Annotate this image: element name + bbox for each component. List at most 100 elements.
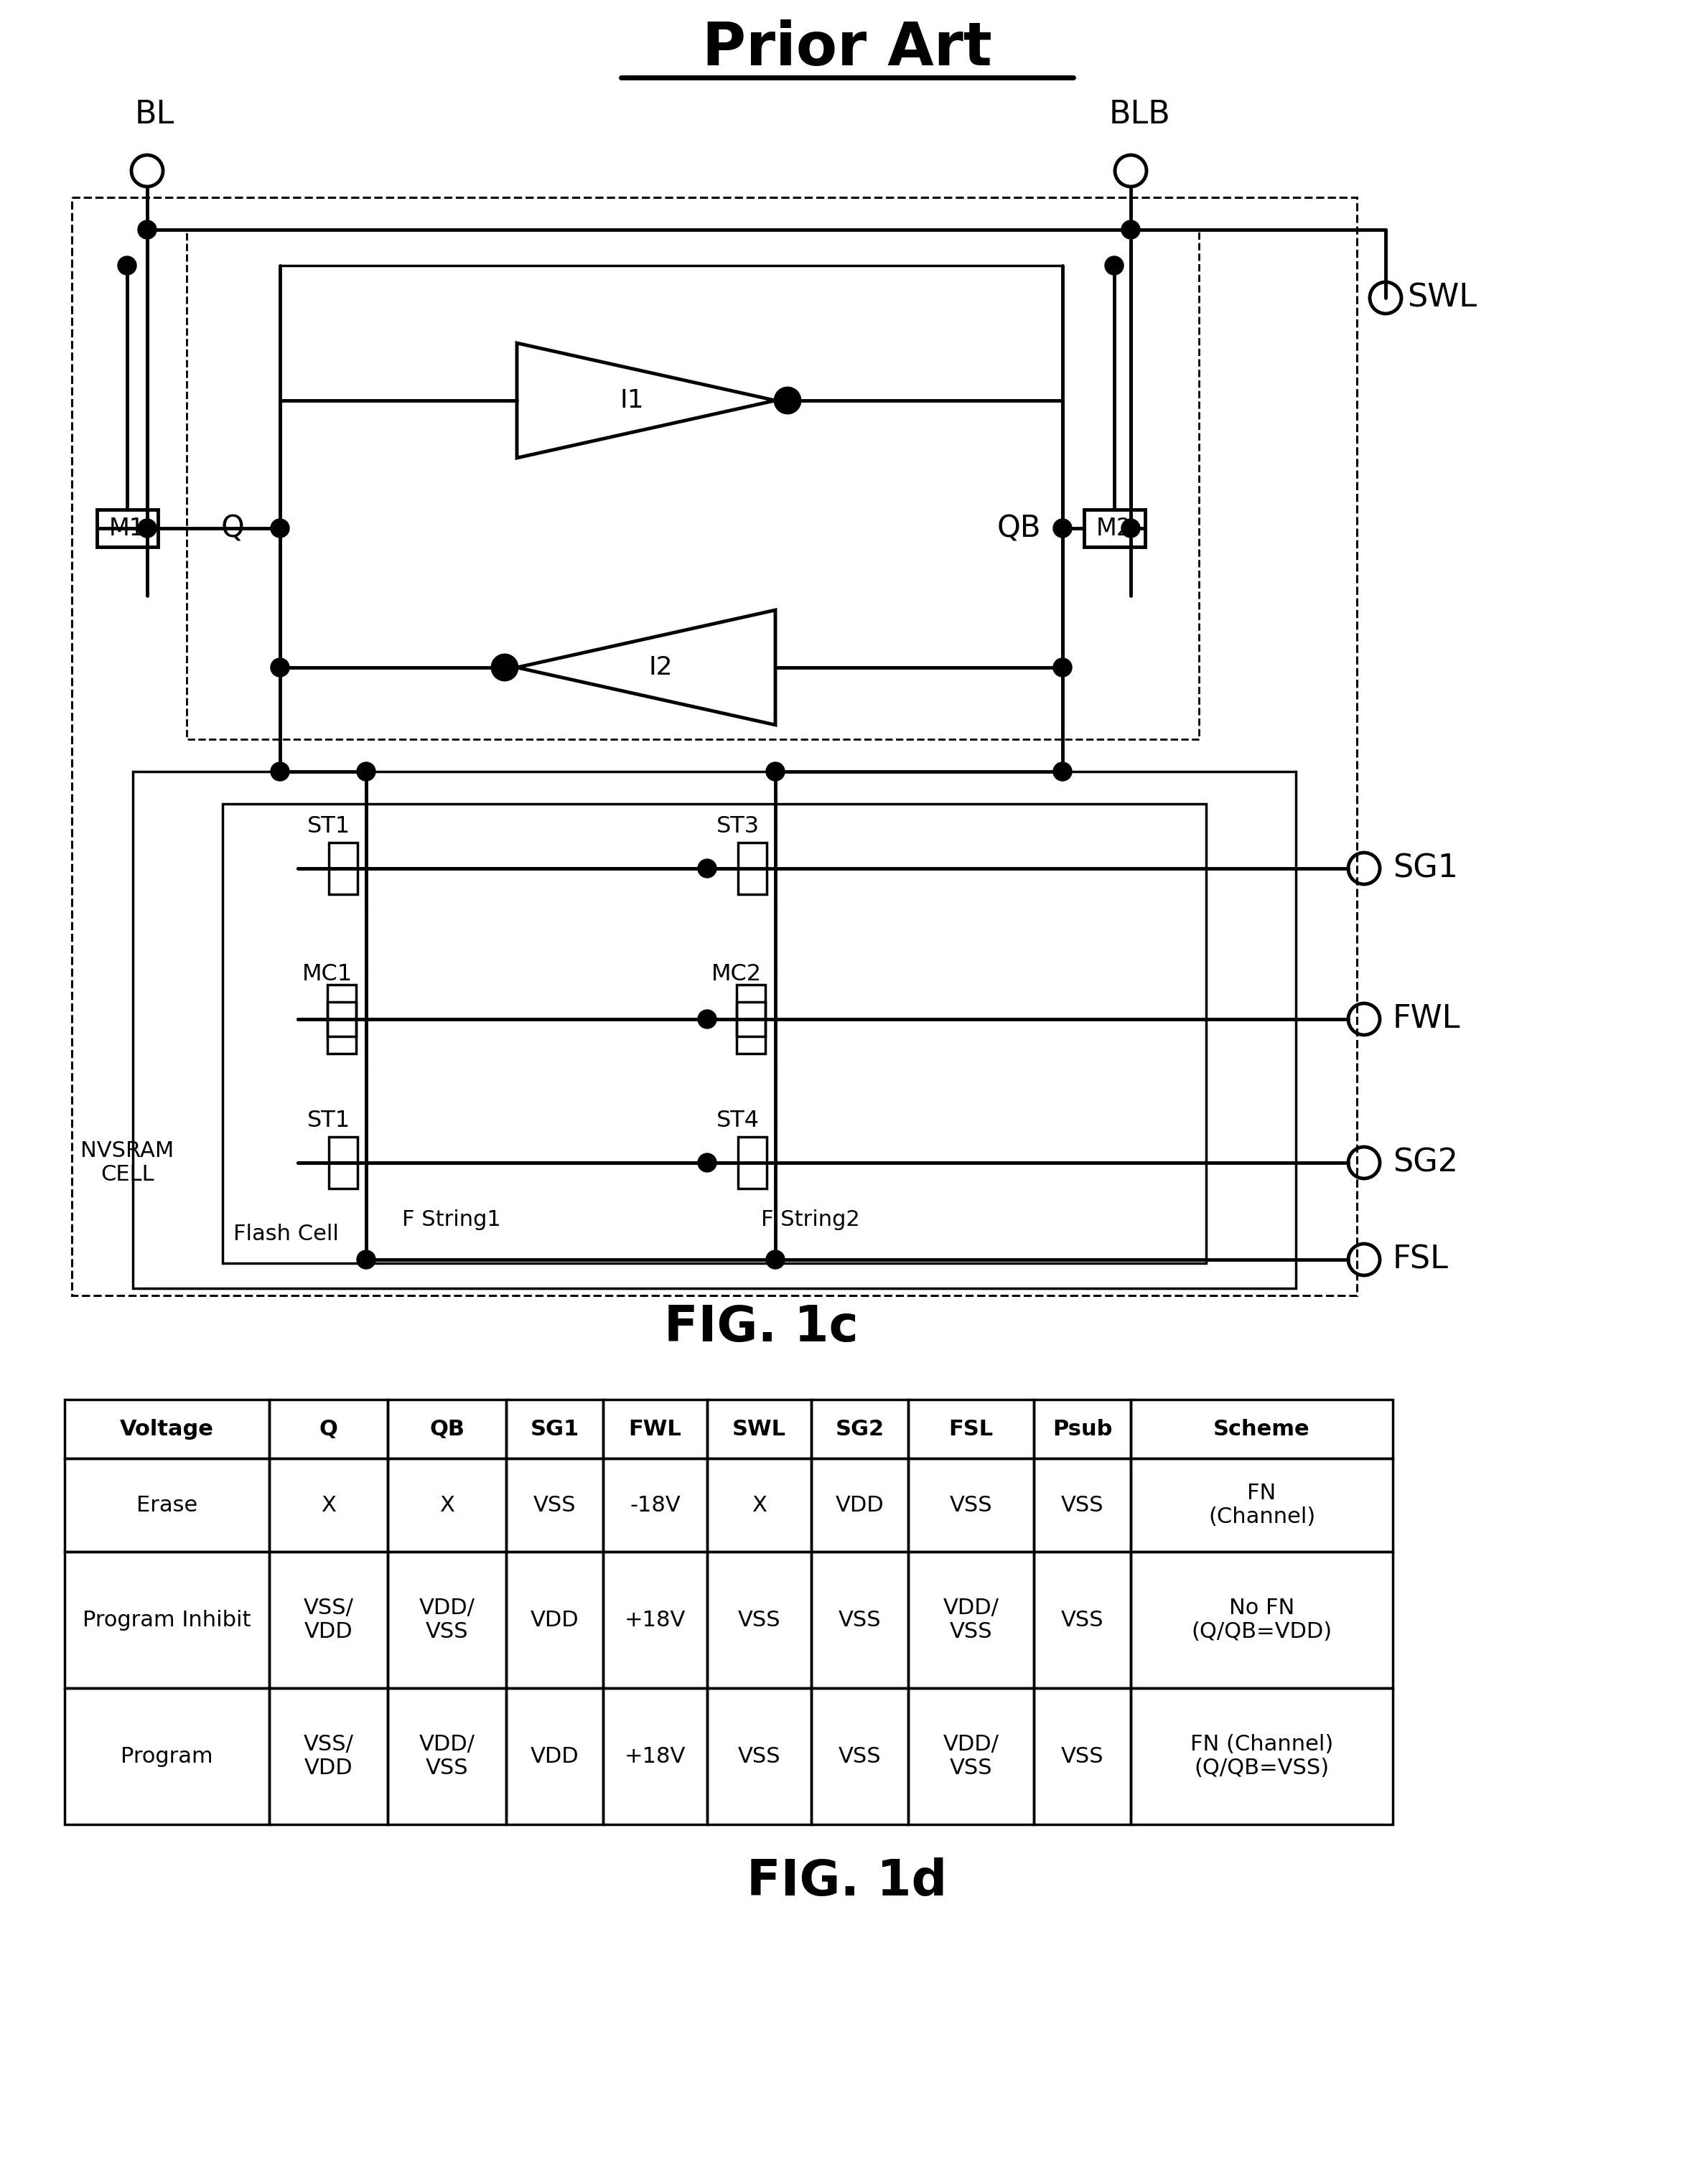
Bar	[812, 1551, 909, 1688]
Bar	[737, 843, 766, 893]
Circle shape	[1053, 520, 1071, 537]
Text: FN
(Channel): FN (Channel)	[1209, 1483, 1315, 1527]
Bar	[1034, 1400, 1131, 1459]
Bar	[1131, 1551, 1393, 1688]
Bar	[186, 229, 1198, 738]
Bar	[270, 1688, 388, 1824]
Bar	[270, 1459, 388, 1551]
Text: BLB: BLB	[1109, 100, 1171, 131]
Text: VSS: VSS	[839, 1745, 881, 1767]
Bar	[1034, 1551, 1131, 1688]
Circle shape	[271, 657, 290, 677]
Bar	[707, 1551, 812, 1688]
Bar	[327, 1002, 356, 1037]
Text: VSS: VSS	[737, 1610, 781, 1629]
Bar	[909, 1551, 1034, 1688]
Bar	[388, 1688, 507, 1824]
Text: VDD/
VSS: VDD/ VSS	[942, 1734, 998, 1778]
Text: Voltage: Voltage	[120, 1420, 214, 1439]
Circle shape	[271, 762, 290, 782]
Bar	[329, 843, 358, 893]
Bar	[909, 1459, 1034, 1551]
Bar	[507, 1459, 603, 1551]
Bar	[97, 509, 158, 546]
Circle shape	[137, 520, 156, 537]
Bar	[507, 1688, 603, 1824]
Text: FN (Channel)
(Q/QB=VSS): FN (Channel) (Q/QB=VSS)	[1190, 1734, 1334, 1778]
Text: ST4: ST4	[717, 1109, 759, 1131]
Bar	[909, 1400, 1034, 1459]
Bar	[1034, 1459, 1131, 1551]
Text: Q: Q	[319, 1420, 337, 1439]
Text: FSL: FSL	[1393, 1245, 1449, 1275]
Text: FIG. 1c: FIG. 1c	[664, 1304, 858, 1352]
Text: Erase: Erase	[136, 1494, 198, 1516]
Bar	[812, 1459, 909, 1551]
Text: QB: QB	[997, 513, 1041, 544]
Text: SWL: SWL	[1407, 282, 1476, 312]
Circle shape	[775, 389, 800, 413]
Text: F String1: F String1	[402, 1210, 502, 1230]
Text: VDD/
VSS: VDD/ VSS	[942, 1597, 998, 1642]
Bar	[737, 1002, 766, 1037]
Bar	[1131, 1688, 1393, 1824]
Text: VSS: VSS	[737, 1745, 781, 1767]
Text: Prior Art: Prior Art	[702, 20, 992, 79]
Text: FIG. 1d: FIG. 1d	[747, 1859, 948, 1907]
Circle shape	[358, 762, 376, 782]
Circle shape	[1053, 657, 1071, 677]
Text: VSS: VSS	[1061, 1745, 1103, 1767]
Bar	[222, 804, 1207, 1262]
Bar	[603, 1459, 707, 1551]
Bar	[329, 1138, 358, 1188]
Bar	[603, 1688, 707, 1824]
Text: M2: M2	[1097, 515, 1132, 539]
Text: BL: BL	[136, 100, 175, 131]
Bar	[1131, 1400, 1393, 1459]
Circle shape	[698, 1009, 717, 1029]
Bar	[812, 1688, 909, 1824]
Bar	[1034, 1688, 1131, 1824]
Bar	[388, 1400, 507, 1459]
Text: Flash Cell: Flash Cell	[234, 1223, 339, 1245]
Bar	[707, 1459, 812, 1551]
Text: VSS/
VDD: VSS/ VDD	[303, 1597, 354, 1642]
Bar	[707, 1688, 812, 1824]
Bar	[71, 197, 1358, 1295]
Text: SG1: SG1	[1393, 854, 1458, 885]
Circle shape	[698, 858, 717, 878]
Text: FWL: FWL	[629, 1420, 681, 1439]
Text: VDD/
VSS: VDD/ VSS	[419, 1734, 475, 1778]
Text: VSS: VSS	[1061, 1610, 1103, 1629]
Text: I1: I1	[620, 389, 644, 413]
Text: X: X	[320, 1494, 336, 1516]
Text: VDD: VDD	[531, 1745, 580, 1767]
Text: X: X	[751, 1494, 766, 1516]
Text: No FN
(Q/QB=VDD): No FN (Q/QB=VDD)	[1192, 1597, 1332, 1642]
Bar	[64, 1551, 270, 1688]
Circle shape	[493, 655, 517, 679]
Circle shape	[766, 762, 785, 782]
Bar	[737, 985, 766, 1053]
Text: SG1: SG1	[531, 1420, 580, 1439]
Text: ST1: ST1	[307, 1109, 351, 1131]
Bar	[507, 1400, 603, 1459]
Text: SG2: SG2	[836, 1420, 885, 1439]
Text: NVSRAM
CELL: NVSRAM CELL	[80, 1140, 175, 1186]
Bar	[603, 1400, 707, 1459]
Text: X: X	[439, 1494, 454, 1516]
Circle shape	[137, 221, 156, 238]
Bar	[327, 985, 356, 1053]
Circle shape	[358, 1249, 376, 1269]
Bar	[1085, 509, 1146, 546]
Text: SWL: SWL	[732, 1420, 786, 1439]
Circle shape	[1105, 256, 1124, 275]
Bar	[737, 1138, 766, 1188]
Circle shape	[271, 520, 290, 537]
Text: MC2: MC2	[712, 963, 761, 985]
Bar	[603, 1551, 707, 1688]
Text: ST3: ST3	[717, 815, 759, 839]
Text: M1: M1	[108, 515, 146, 539]
Bar	[1131, 1459, 1393, 1551]
Text: Q: Q	[220, 513, 244, 544]
